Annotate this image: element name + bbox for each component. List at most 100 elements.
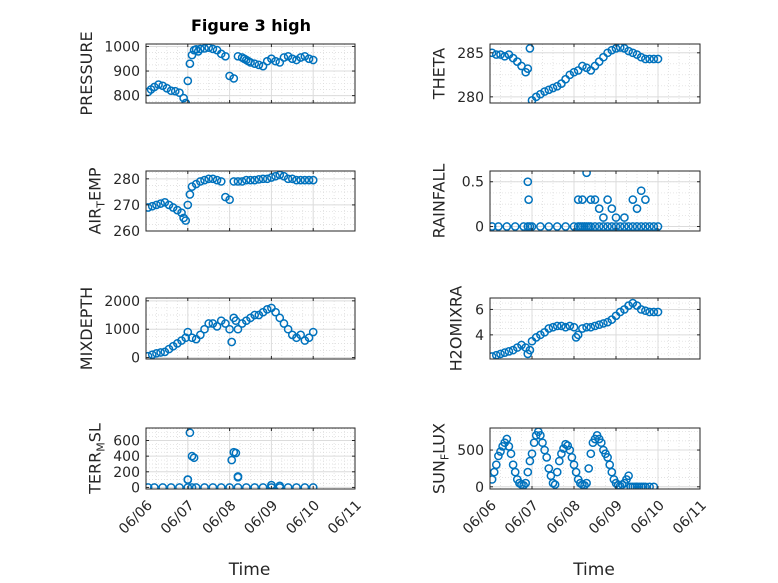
data-point: [208, 174, 218, 184]
data-point: [179, 93, 188, 103]
data-point: [225, 195, 234, 205]
data-point: [200, 175, 209, 185]
data-point: [241, 175, 251, 185]
data-point: [491, 460, 501, 470]
data-point: [183, 327, 193, 337]
data-point: [216, 483, 226, 489]
data-point: [653, 54, 663, 64]
data-point: [641, 54, 650, 64]
data-point: [258, 174, 268, 184]
data-point: [615, 222, 625, 231]
data-point: [590, 321, 600, 331]
data-point: [308, 483, 318, 489]
data-point: [594, 204, 604, 213]
data-point: [200, 44, 209, 53]
data-point: [146, 351, 153, 359]
y-tick-label: 0: [131, 480, 140, 496]
data-point: [225, 483, 234, 489]
data-point: [181, 216, 191, 225]
subplot-3: 260 270 280 AIRTEMP: [86, 167, 356, 240]
data-point: [166, 86, 176, 96]
data-point: [275, 313, 285, 323]
x-tick-label: 06/10: [283, 498, 323, 538]
data-point: [246, 58, 255, 67]
axes-box: [145, 427, 356, 490]
data-point: [156, 348, 165, 357]
data-point: [258, 61, 268, 71]
y-tick-label: 260: [113, 224, 140, 240]
data-point: [296, 330, 306, 340]
y-axis-label: RAINFALL: [430, 164, 449, 239]
x-tick-label: 06/08: [200, 498, 240, 538]
data-point: [506, 449, 516, 459]
data-point: [279, 53, 289, 62]
axes-box: [489, 297, 701, 360]
data-point: [565, 321, 575, 331]
data-point: [233, 483, 243, 489]
data-point: [523, 177, 533, 187]
data-point: [304, 175, 314, 185]
y-tick-label: 1000: [104, 39, 140, 55]
data-point: [582, 478, 591, 488]
y-axis-label: TERRMSL: [86, 423, 108, 495]
data-point: [283, 174, 293, 184]
data-point: [628, 195, 638, 205]
data-point: [649, 482, 659, 489]
data-point: [229, 74, 239, 83]
data-point: [212, 322, 222, 331]
data-point: [624, 46, 633, 56]
data-point: [569, 322, 579, 332]
y-tick-label: 200: [113, 465, 140, 481]
data-points: [490, 44, 663, 103]
subplot-2: 280 285 THETA: [430, 43, 701, 106]
data-point: [287, 174, 297, 184]
x-tick-label: 06/08: [544, 498, 584, 538]
data-point: [523, 64, 533, 74]
data-point: [158, 483, 168, 489]
data-point: [185, 190, 195, 199]
data-point: [275, 58, 285, 67]
data-point: [250, 310, 260, 320]
y-tick-label: 0: [475, 480, 484, 496]
data-point: [275, 481, 285, 489]
data-point: [496, 50, 505, 59]
data-point: [200, 483, 209, 489]
data-point: [586, 449, 596, 459]
data-point: [607, 222, 617, 231]
data-point: [641, 222, 650, 231]
subplot-1: 800 900 1000 PRESSURE: [77, 31, 356, 116]
data-point: [181, 98, 191, 103]
data-point: [624, 471, 633, 481]
data-point: [216, 177, 226, 186]
data-point: [147, 201, 157, 211]
data-point: [544, 85, 554, 95]
data-point: [494, 222, 503, 231]
data-point: [617, 480, 627, 489]
data-point: [649, 54, 659, 64]
axes-box: [489, 170, 701, 232]
data-point: [156, 199, 165, 208]
data-point: [527, 449, 537, 459]
data-point: [181, 333, 191, 343]
data-point: [636, 52, 646, 62]
data-point: [603, 222, 612, 231]
data-point: [233, 324, 243, 334]
data-point: [620, 213, 629, 222]
data-point: [632, 204, 642, 213]
subplot-5: 0 1000 2000 MIXDEPTH: [77, 287, 356, 370]
data-point: [628, 48, 638, 58]
y-axis-label: MIXDEPTH: [77, 287, 96, 370]
data-point: [227, 455, 237, 465]
data-point: [641, 306, 650, 316]
data-point: [175, 483, 184, 489]
y-axis-label: THETA: [430, 48, 449, 100]
data-point: [607, 204, 617, 213]
y-axis-label: PRESSURE: [77, 31, 96, 115]
data-point: [524, 195, 533, 205]
data-point: [496, 447, 505, 456]
x-tick-label: 06/09: [586, 498, 626, 538]
data-point: [304, 333, 314, 343]
data-point: [233, 472, 243, 481]
data-point: [645, 307, 654, 317]
